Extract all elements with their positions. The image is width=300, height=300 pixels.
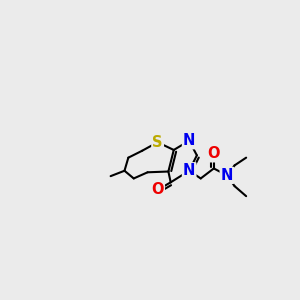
Text: N: N [183, 163, 195, 178]
Text: S: S [152, 135, 163, 150]
Text: O: O [152, 182, 164, 197]
Text: O: O [208, 146, 220, 161]
Text: N: N [221, 168, 233, 183]
Text: N: N [183, 133, 195, 148]
